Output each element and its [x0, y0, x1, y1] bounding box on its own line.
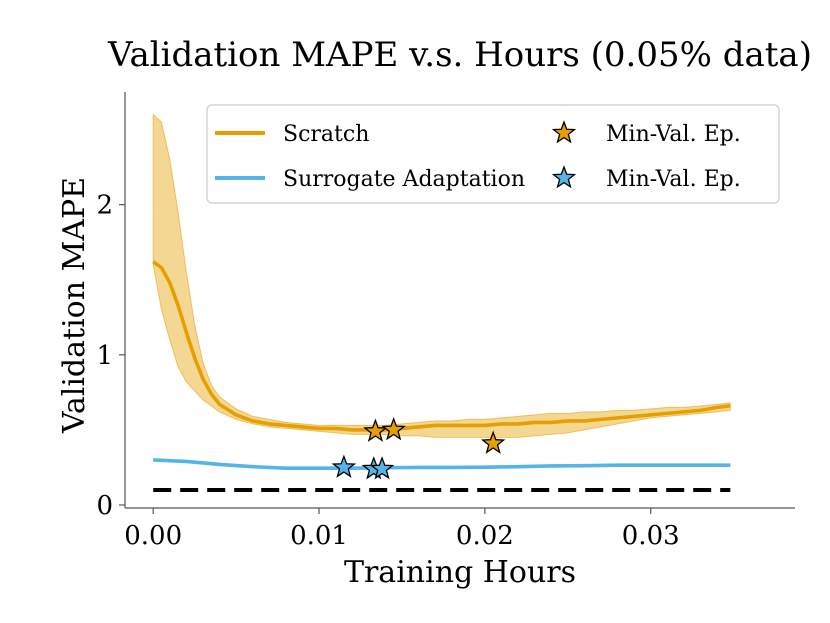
legend-label: Scratch — [283, 122, 369, 147]
scratch-band — [152, 113, 731, 438]
legend-label: Surrogate Adaptation — [283, 167, 525, 192]
scratch-line — [152, 260, 731, 432]
legend-label: Min-Val. Ep. — [606, 122, 741, 147]
scratch-min-val-star — [363, 418, 388, 442]
x-axis-label: Training Hours — [344, 555, 576, 590]
scratch-min-val-star — [480, 430, 506, 454]
y-tick-label: 0 — [96, 491, 113, 521]
y-tick-label: 2 — [96, 191, 113, 221]
x-axis: 0.00 0.01 0.02 0.03 — [124, 507, 795, 551]
legend: Scratch Min-Val. Ep. Surrogate Adaptation M… — [206, 104, 780, 204]
surrogate-adaptation-min-val-star — [331, 454, 357, 478]
x-tick-label: 0.00 — [124, 521, 182, 551]
chart-title: Validation MAPE v.s. Hours (0.05% data) — [107, 35, 812, 75]
x-tick-label: 0.03 — [622, 521, 680, 551]
y-axis: 0 1 2 — [96, 92, 126, 521]
y-axis-label: Validation MAPE — [57, 177, 92, 434]
y-tick-label: 1 — [96, 341, 113, 371]
legend-frame — [206, 104, 780, 204]
legend-star-icon — [551, 165, 577, 189]
legend-star-icon — [551, 120, 577, 144]
scratch-min-val-star — [381, 417, 406, 441]
surrogate-adaptation-line — [153, 458, 731, 470]
plot-area — [152, 113, 731, 492]
x-tick-label: 0.01 — [290, 521, 348, 551]
surrogate-adaptation-min-val-star — [369, 456, 395, 480]
legend-label: Min-Val. Ep. — [606, 167, 741, 192]
x-tick-label: 0.02 — [456, 521, 514, 551]
